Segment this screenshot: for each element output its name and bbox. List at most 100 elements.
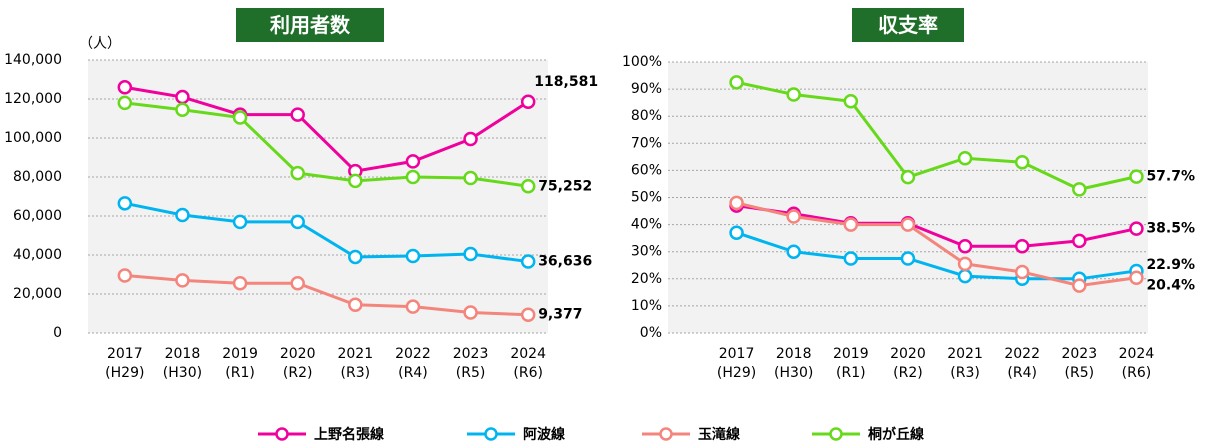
point <box>290 214 305 230</box>
value-label: 57.7% <box>1146 169 1195 185</box>
x-tick-label: 2017 (H29) <box>716 346 757 381</box>
point <box>900 251 916 266</box>
x-tick-label: 2024 (R6) <box>510 346 546 381</box>
x-tick-label: 2021 (R3) <box>947 346 983 381</box>
x-tick-label: 2017 (H29) <box>105 346 145 381</box>
point <box>405 154 421 169</box>
legend-marker <box>829 427 843 441</box>
point <box>520 179 536 194</box>
chart-title: 収支率 <box>852 8 964 42</box>
point <box>786 244 801 259</box>
point <box>957 239 973 254</box>
series-line <box>736 80 1137 191</box>
series-line <box>736 201 1137 288</box>
chart-title: 利用者数 <box>236 8 384 42</box>
point <box>786 87 801 102</box>
point <box>290 165 305 181</box>
point <box>1014 155 1030 170</box>
point <box>463 246 478 262</box>
series-line <box>124 101 529 188</box>
y-tick-label: 90% <box>631 81 662 97</box>
legend-label: 桐が丘線 <box>868 426 924 443</box>
point <box>175 207 190 223</box>
point <box>957 256 973 272</box>
y-tick-label: 100,000 <box>4 130 62 146</box>
value-label: 22.9% <box>1146 257 1195 273</box>
y-tick-label: 60% <box>631 162 662 178</box>
point <box>1129 270 1144 285</box>
series-line <box>124 201 529 264</box>
point <box>405 299 421 314</box>
y-tick-label: 20% <box>631 271 662 287</box>
point <box>729 195 744 211</box>
point <box>348 297 363 312</box>
y-tick-label: 0 <box>53 325 62 341</box>
x-tick-label: 2023 (R5) <box>1061 346 1098 381</box>
point <box>1014 239 1030 254</box>
point <box>463 131 478 147</box>
point <box>175 89 190 105</box>
point <box>900 169 916 185</box>
x-tick-label: 2018 (H30) <box>774 346 814 381</box>
point <box>520 307 536 322</box>
x-tick-label: 2022 (R4) <box>1004 346 1040 381</box>
point <box>348 249 363 265</box>
point <box>290 107 305 122</box>
y-tick-label: 80,000 <box>13 169 62 185</box>
point <box>1072 233 1087 249</box>
y-tick-label: 10% <box>631 298 662 314</box>
x-tick-label: 2019 (R1) <box>222 346 258 381</box>
legend-label: 玉滝線 <box>698 426 740 443</box>
point <box>463 170 478 186</box>
legend-label: 上野名張線 <box>314 426 384 443</box>
point <box>117 268 133 283</box>
point <box>117 196 133 211</box>
point <box>1072 182 1087 197</box>
point <box>290 276 305 291</box>
series-line <box>124 85 530 173</box>
value-label: 75,252 <box>538 178 592 194</box>
y-tick-label: 100% <box>622 54 662 70</box>
point <box>786 209 801 224</box>
point <box>520 254 536 269</box>
series-line <box>124 273 529 317</box>
x-tick-label: 2018 (H30) <box>162 346 203 381</box>
point <box>117 80 133 95</box>
x-tick-label: 2020 (R2) <box>890 346 926 381</box>
point <box>1129 221 1144 236</box>
y-tick-label: 120,000 <box>4 91 62 107</box>
legend-marker <box>484 427 498 441</box>
point <box>900 217 916 232</box>
x-tick-label: 2023 (R5) <box>452 346 489 381</box>
y-tick-label: 30% <box>631 244 662 260</box>
point <box>463 305 478 320</box>
point <box>1129 169 1144 184</box>
y-axis-unit: （人） <box>79 36 121 52</box>
plot-area <box>88 60 548 333</box>
y-tick-label: 60,000 <box>13 208 62 224</box>
point <box>1072 278 1087 293</box>
legend-marker <box>275 427 289 441</box>
series-line <box>736 204 1137 248</box>
y-tick-label: 140,000 <box>4 52 62 68</box>
value-label: 38.5% <box>1146 221 1195 237</box>
point <box>175 102 190 117</box>
point <box>957 268 973 284</box>
series-line <box>736 231 1137 281</box>
x-tick-label: 2019 (R1) <box>832 346 869 381</box>
point <box>957 150 973 166</box>
y-tick-label: 50% <box>631 190 662 206</box>
point <box>232 110 248 125</box>
y-tick-label: 0% <box>640 325 662 341</box>
x-tick-label: 2021 (R3) <box>337 346 374 381</box>
point <box>843 251 859 266</box>
point <box>405 248 421 264</box>
y-tick-label: 20,000 <box>13 286 62 302</box>
point <box>348 173 363 189</box>
point <box>175 273 190 288</box>
y-tick-label: 80% <box>631 108 662 124</box>
point <box>520 94 536 110</box>
point <box>729 75 744 90</box>
